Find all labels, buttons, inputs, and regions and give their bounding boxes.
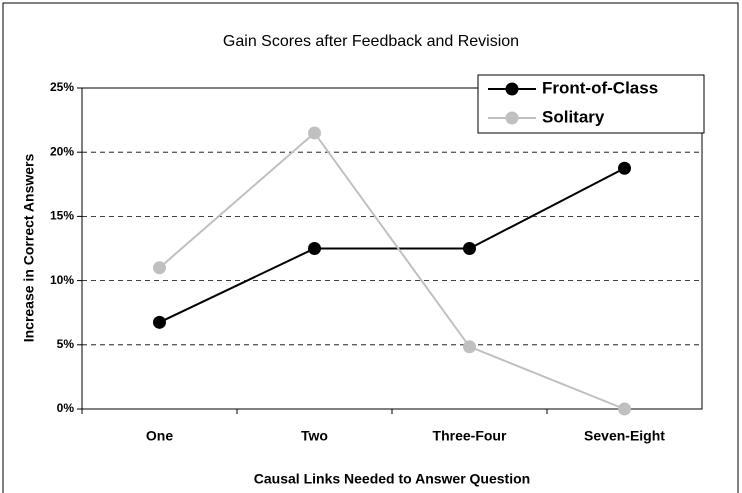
y-tick-label: 10% [50, 273, 74, 287]
legend-marker [505, 82, 519, 96]
y-tick-label: 0% [57, 401, 75, 415]
legend-label: Solitary [542, 107, 605, 126]
x-tick-label: Two [301, 428, 328, 444]
y-tick-label: 5% [57, 337, 75, 351]
y-tick-label: 20% [50, 144, 74, 158]
data-point [618, 402, 631, 416]
y-axis-label: Increase in Correct Answers [21, 154, 37, 343]
data-point [153, 261, 166, 275]
chart-title: Gain Scores after Feedback and Revision [223, 33, 519, 50]
x-tick-label: Seven-Eight [584, 428, 665, 444]
data-point [463, 340, 476, 354]
data-point [618, 161, 631, 175]
x-tick-label: One [146, 428, 173, 444]
series-line [158, 131, 625, 410]
y-tick-label: 25% [50, 80, 74, 94]
x-axis-label: Causal Links Needed to Answer Question [254, 471, 530, 487]
data-point [308, 126, 321, 140]
legend-marker [505, 111, 519, 125]
series-line [159, 167, 625, 324]
data-point [463, 242, 476, 255]
data-point [153, 315, 166, 329]
y-tick-label: 15% [50, 209, 74, 223]
x-tick-label: Three-Four [433, 428, 507, 444]
legend-label: Front-of-Class [542, 78, 658, 97]
data-point [308, 242, 321, 255]
